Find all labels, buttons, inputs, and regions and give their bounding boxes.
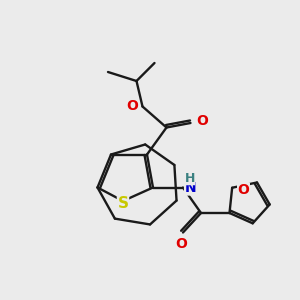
Text: O: O	[126, 100, 138, 113]
Text: O: O	[238, 183, 249, 197]
Text: N: N	[184, 181, 196, 195]
Text: H: H	[184, 172, 195, 185]
Text: S: S	[118, 196, 128, 211]
Text: O: O	[196, 114, 208, 128]
Text: O: O	[176, 237, 188, 251]
